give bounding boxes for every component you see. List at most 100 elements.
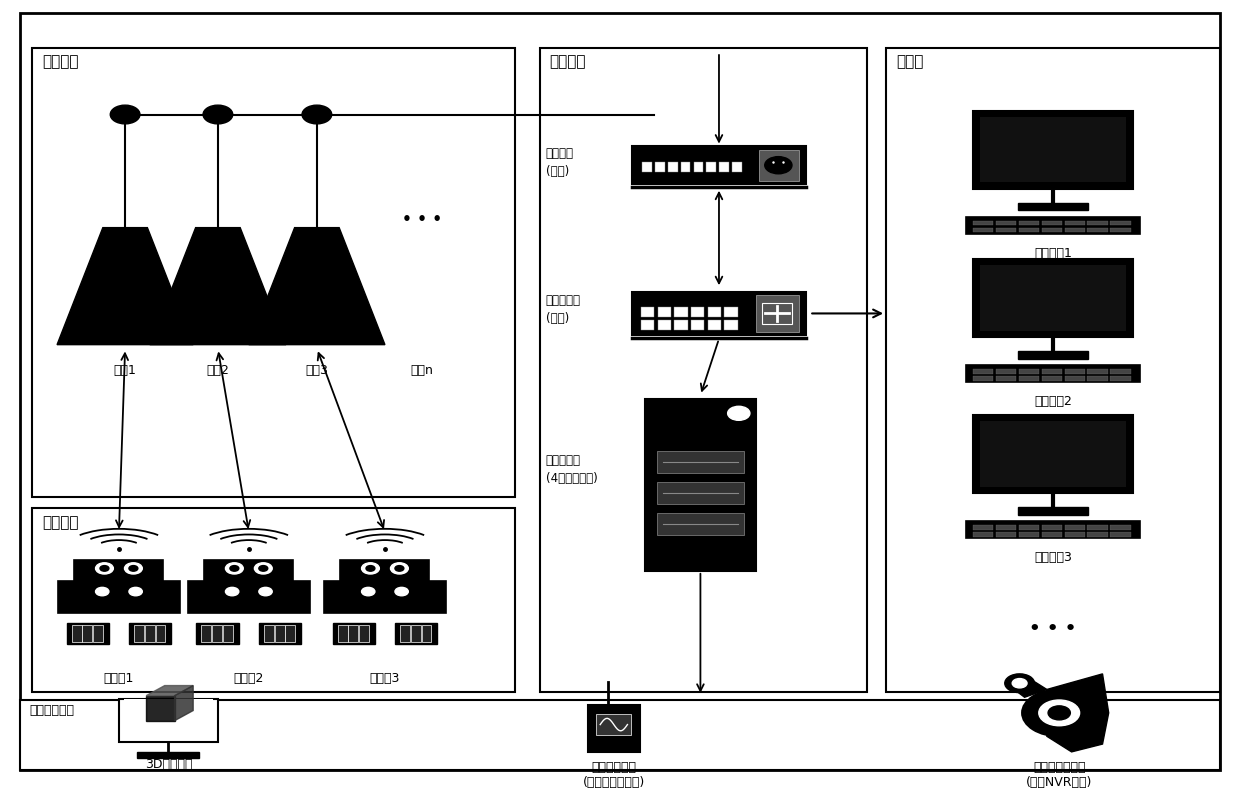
Text: 机器人端: 机器人端 (42, 514, 78, 529)
Bar (1018, 203, 1087, 211)
Circle shape (124, 563, 143, 574)
Bar (1064, 220, 1085, 225)
Bar (337, 626, 347, 642)
Bar (187, 581, 310, 613)
Polygon shape (1047, 674, 1109, 752)
Bar (1111, 227, 1131, 232)
Bar (360, 626, 370, 642)
Bar (396, 623, 438, 644)
Bar (596, 715, 631, 735)
Bar (1087, 525, 1109, 529)
Circle shape (1004, 674, 1034, 692)
Bar (724, 307, 738, 316)
Circle shape (1022, 689, 1096, 736)
Text: • • •: • • • (1029, 620, 1076, 638)
Bar (996, 376, 1016, 381)
Bar (763, 304, 792, 324)
Bar (341, 560, 429, 581)
Bar (205, 560, 294, 581)
Text: 基站3: 基站3 (305, 364, 329, 377)
Text: 基站2: 基站2 (207, 364, 229, 377)
Circle shape (396, 588, 408, 595)
Bar (657, 513, 744, 535)
Bar (1042, 376, 1061, 381)
Polygon shape (57, 227, 193, 345)
Bar (980, 265, 1126, 331)
Bar (966, 217, 1140, 234)
Bar (145, 626, 155, 642)
Bar (1018, 532, 1039, 537)
Bar (632, 292, 806, 335)
Bar (223, 626, 233, 642)
Bar (1018, 220, 1039, 225)
Bar (67, 623, 109, 644)
Bar (724, 320, 738, 330)
Bar (1111, 376, 1131, 381)
Bar (201, 626, 212, 642)
Circle shape (203, 105, 233, 124)
Polygon shape (1012, 678, 1047, 697)
Bar (996, 227, 1016, 232)
Bar (1042, 220, 1061, 225)
Bar (259, 623, 301, 644)
Bar (324, 581, 446, 613)
Bar (980, 117, 1126, 182)
Bar (1064, 532, 1085, 537)
Text: 机器人1: 机器人1 (104, 673, 134, 685)
Circle shape (362, 563, 379, 574)
Bar (134, 626, 144, 642)
Bar (1087, 532, 1109, 537)
Bar (980, 421, 1126, 487)
Circle shape (226, 588, 239, 595)
Bar (1111, 369, 1131, 374)
Bar (657, 482, 744, 504)
Bar (399, 626, 410, 642)
Bar (1087, 227, 1109, 232)
Text: 基竝n: 基竝n (410, 364, 434, 377)
Bar (1018, 525, 1039, 529)
Bar (1018, 507, 1087, 514)
Text: 无线基站: 无线基站 (42, 54, 78, 69)
Bar (348, 626, 358, 642)
Text: 网关路由器
(独立): 网关路由器 (独立) (546, 294, 580, 325)
Bar (1042, 532, 1061, 537)
Bar (657, 320, 671, 330)
Polygon shape (150, 227, 286, 345)
Bar (732, 162, 742, 173)
Bar (996, 532, 1016, 537)
Bar (82, 626, 92, 642)
Text: 服务器端: 服务器端 (549, 54, 587, 69)
Circle shape (366, 565, 374, 571)
Polygon shape (146, 685, 193, 696)
Bar (972, 227, 993, 232)
Bar (972, 369, 993, 374)
Bar (124, 700, 213, 736)
Bar (1087, 369, 1109, 374)
Bar (58, 581, 180, 613)
Bar (645, 399, 756, 571)
Text: 其他系统对接: 其他系统对接 (30, 704, 74, 717)
Bar (1042, 525, 1061, 529)
Bar (72, 626, 82, 642)
Circle shape (1039, 700, 1080, 726)
Bar (972, 525, 993, 529)
Text: • • •: • • • (402, 212, 443, 227)
Bar (1111, 532, 1131, 537)
Text: 测探传感系统
(独立组网后接入): 测探传感系统 (独立组网后接入) (583, 762, 645, 789)
Bar (1064, 376, 1085, 381)
Circle shape (95, 588, 109, 595)
Text: 用户终端2: 用户终端2 (1034, 395, 1071, 409)
Circle shape (728, 406, 750, 421)
Bar (1111, 220, 1131, 225)
Bar (155, 626, 165, 642)
Bar (655, 162, 665, 173)
Bar (274, 626, 285, 642)
Bar (719, 162, 729, 173)
Bar (996, 220, 1016, 225)
Bar (138, 752, 200, 758)
Circle shape (396, 565, 404, 571)
Bar (1111, 525, 1131, 529)
Bar (681, 162, 691, 173)
Bar (972, 532, 993, 537)
Circle shape (303, 105, 332, 124)
